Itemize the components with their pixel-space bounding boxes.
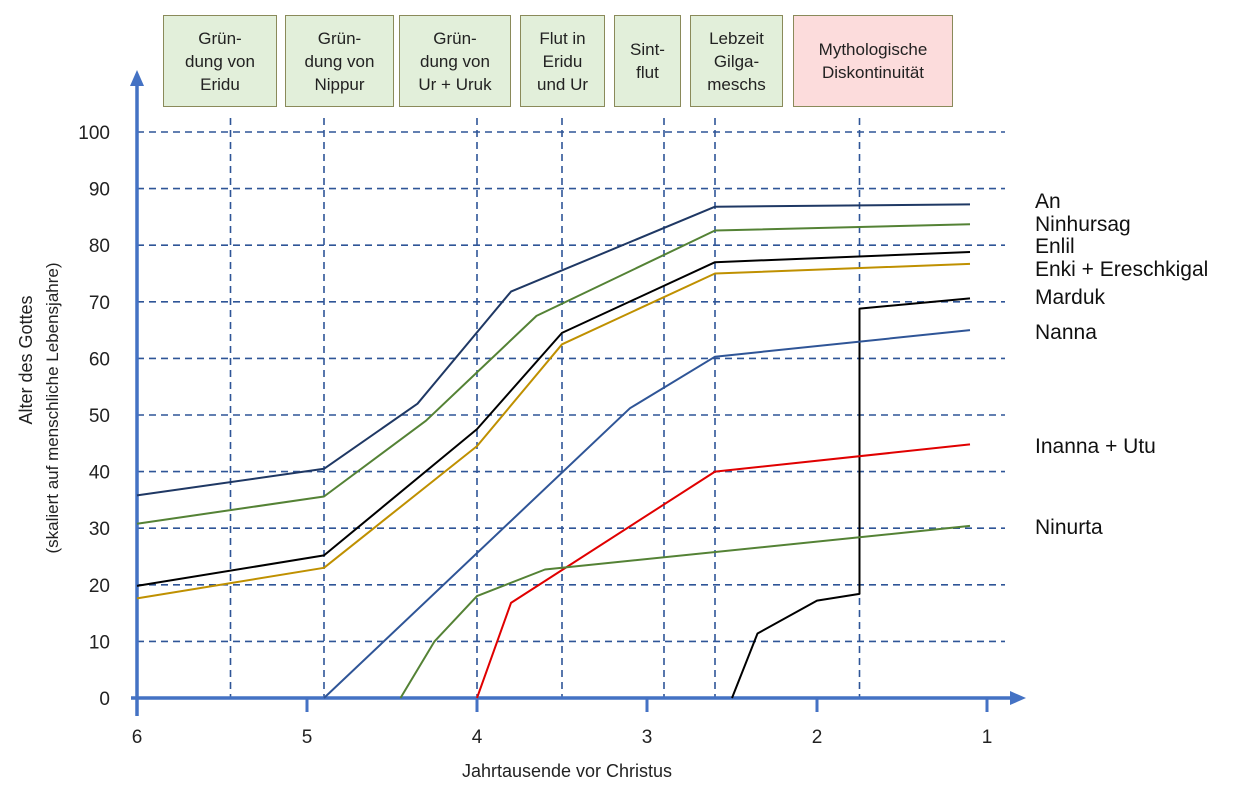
era-box-nippur: Grün- dung von Nippur <box>285 15 394 107</box>
y-tick-label: 20 <box>89 576 110 597</box>
series-line <box>136 251 971 587</box>
x-tick-label: 1 <box>982 727 993 748</box>
era-box-ur-uruk: Grün- dung von Ur + Uruk <box>399 15 511 107</box>
y-axis-sublabel: (skaliert auf menschliche Lebensjahre) <box>43 262 62 553</box>
y-tick-label: 100 <box>78 123 110 144</box>
series-line <box>323 329 971 699</box>
era-box-eridu: Grün- dung von Eridu <box>163 15 277 107</box>
y-tick-label: 90 <box>89 180 110 201</box>
y-tick-label: 10 <box>89 632 110 653</box>
series-line <box>136 223 971 525</box>
era-box-discontinuity: Mythologische Diskontinuität <box>793 15 953 107</box>
series-label: Nanna <box>1035 321 1097 344</box>
x-tick-label: 4 <box>472 727 483 748</box>
grid-layer <box>137 118 1005 698</box>
series-label: An <box>1035 190 1061 213</box>
series-label: Inanna + Utu <box>1035 435 1156 458</box>
y-tick-label: 60 <box>89 349 110 370</box>
x-tick-label: 5 <box>302 727 313 748</box>
series-layer <box>136 203 971 699</box>
y-axis-label: Alter des Gottes <box>16 295 36 424</box>
y-axis-arrow <box>130 70 144 86</box>
y-tick-label: 50 <box>89 406 110 427</box>
y-tick-label: 30 <box>89 519 110 540</box>
era-box-flood-eridu-ur: Flut in Eridu und Ur <box>520 15 605 107</box>
y-tick-label: 80 <box>89 236 110 257</box>
series-line <box>731 297 971 699</box>
x-tick-label: 2 <box>812 727 823 748</box>
x-tick-label: 6 <box>132 727 143 748</box>
x-axis-arrow <box>1010 691 1026 705</box>
y-tick-label: 70 <box>89 293 110 314</box>
series-line <box>476 443 971 699</box>
y-tick-label: 0 <box>99 689 110 710</box>
series-label: Marduk <box>1035 286 1106 309</box>
series-label: Enlil <box>1035 235 1075 258</box>
axis-layer: 0 10 20 30 40 50 60 70 80 90 100 6 5 4 3 2 1 <box>78 70 1026 748</box>
x-tick-label: 3 <box>642 727 653 748</box>
series-line <box>136 262 971 600</box>
series-label: Ninurta <box>1035 516 1103 539</box>
series-line <box>136 203 971 497</box>
series-line <box>399 524 971 699</box>
x-axis-label: Jahrtausende vor Christus <box>462 761 672 781</box>
era-box-gilgamesh: Lebzeit Gilga- meschs <box>690 15 783 107</box>
series-label: Ninhursag <box>1035 213 1131 236</box>
series-label: Enki + Ereschkigal <box>1035 258 1208 281</box>
era-box-great-flood: Sint- flut <box>614 15 681 107</box>
y-tick-label: 40 <box>89 463 110 484</box>
